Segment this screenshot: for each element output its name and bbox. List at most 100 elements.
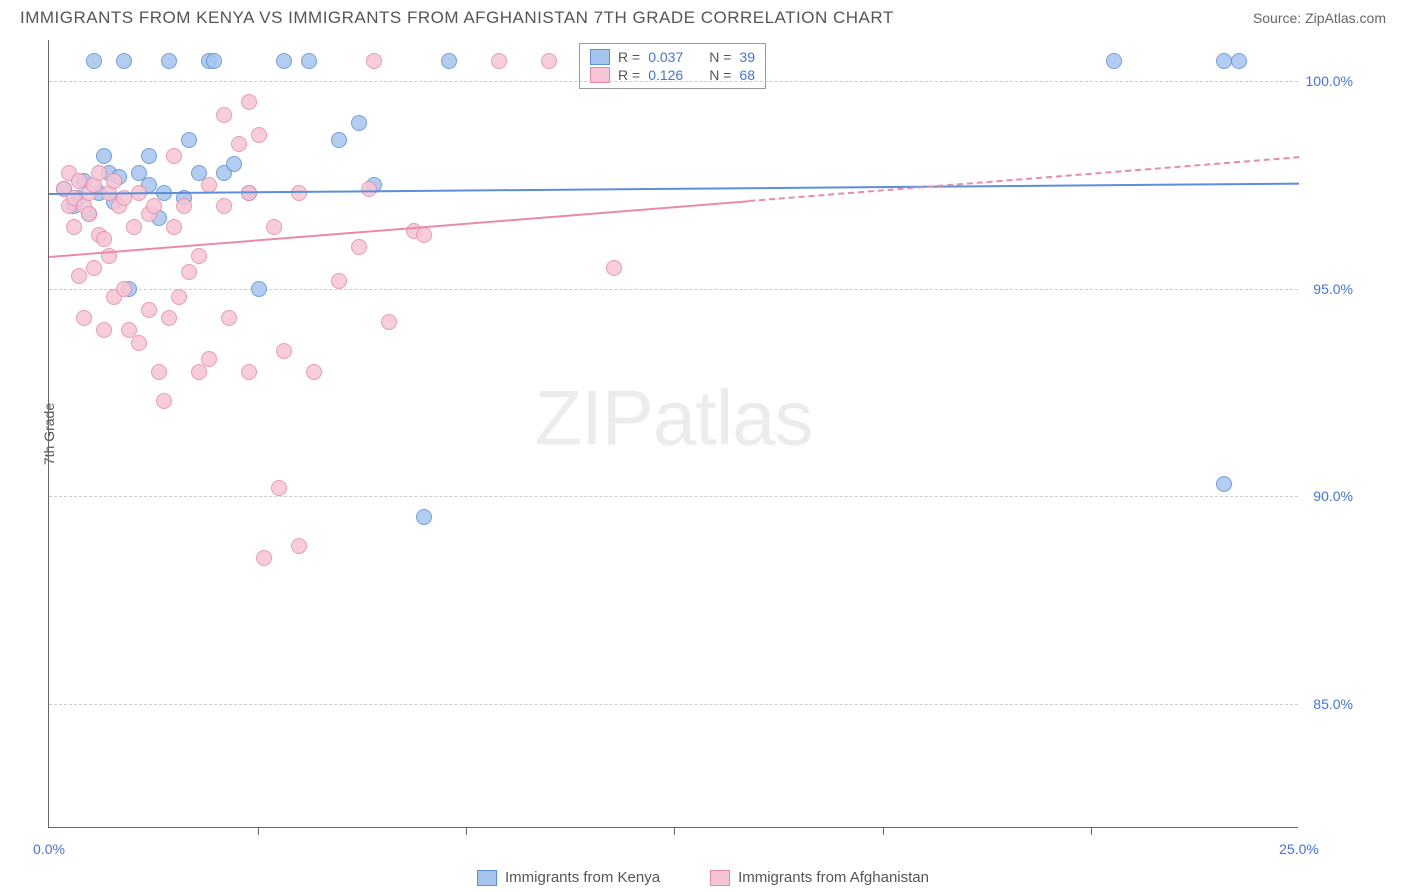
- data-point-afghanistan: [126, 219, 142, 235]
- data-point-kenya: [301, 53, 317, 69]
- data-point-afghanistan: [171, 289, 187, 305]
- trend-line: [49, 183, 1299, 195]
- data-point-afghanistan: [366, 53, 382, 69]
- data-point-afghanistan: [81, 206, 97, 222]
- data-point-kenya: [1216, 476, 1232, 492]
- data-point-afghanistan: [71, 268, 87, 284]
- data-point-afghanistan: [231, 136, 247, 152]
- data-point-kenya: [116, 53, 132, 69]
- data-point-afghanistan: [91, 165, 107, 181]
- data-point-kenya: [96, 148, 112, 164]
- chart-title: IMMIGRANTS FROM KENYA VS IMMIGRANTS FROM…: [20, 8, 894, 28]
- data-point-afghanistan: [106, 173, 122, 189]
- data-point-afghanistan: [96, 322, 112, 338]
- data-point-afghanistan: [116, 281, 132, 297]
- data-point-afghanistan: [491, 53, 507, 69]
- data-point-kenya: [181, 132, 197, 148]
- data-point-kenya: [86, 53, 102, 69]
- data-point-kenya: [276, 53, 292, 69]
- data-point-afghanistan: [241, 94, 257, 110]
- x-tick: [466, 827, 467, 835]
- gridline: [49, 81, 1298, 82]
- data-point-afghanistan: [161, 310, 177, 326]
- gridline: [49, 496, 1298, 497]
- data-point-kenya: [141, 148, 157, 164]
- data-point-afghanistan: [146, 198, 162, 214]
- data-point-afghanistan: [76, 310, 92, 326]
- data-point-kenya: [1231, 53, 1247, 69]
- legend-swatch: [477, 870, 497, 886]
- data-point-kenya: [1106, 53, 1122, 69]
- data-point-kenya: [226, 156, 242, 172]
- x-tick: [1091, 827, 1092, 835]
- source-label: Source: ZipAtlas.com: [1253, 10, 1386, 26]
- r-value: 0.037: [648, 49, 683, 65]
- y-tick-label: 100.0%: [1306, 73, 1353, 89]
- data-point-afghanistan: [181, 264, 197, 280]
- x-tick: [674, 827, 675, 835]
- data-point-kenya: [251, 281, 267, 297]
- x-tick-label: 0.0%: [33, 841, 65, 857]
- data-point-kenya: [416, 509, 432, 525]
- data-point-afghanistan: [291, 538, 307, 554]
- data-point-kenya: [161, 53, 177, 69]
- x-tick: [258, 827, 259, 835]
- y-tick-label: 90.0%: [1313, 488, 1353, 504]
- trend-line: [749, 156, 1299, 202]
- legend-label: Immigrants from Kenya: [505, 869, 660, 886]
- data-point-afghanistan: [541, 53, 557, 69]
- data-point-afghanistan: [241, 185, 257, 201]
- data-point-afghanistan: [266, 219, 282, 235]
- data-point-afghanistan: [251, 127, 267, 143]
- legend-row: R = 0.037 N = 39: [590, 48, 755, 66]
- scatter-chart: 7th Grade ZIPatlas R =0.037N =39R = 0.12…: [48, 40, 1358, 828]
- y-tick-label: 85.0%: [1313, 696, 1353, 712]
- data-point-afghanistan: [271, 480, 287, 496]
- data-point-afghanistan: [306, 364, 322, 380]
- data-point-afghanistan: [201, 351, 217, 367]
- data-point-afghanistan: [156, 393, 172, 409]
- data-point-afghanistan: [276, 343, 292, 359]
- data-point-afghanistan: [216, 107, 232, 123]
- r-label: R =: [618, 49, 640, 65]
- data-point-afghanistan: [416, 227, 432, 243]
- data-point-afghanistan: [381, 314, 397, 330]
- data-point-afghanistan: [176, 198, 192, 214]
- data-point-afghanistan: [256, 550, 272, 566]
- data-point-afghanistan: [351, 239, 367, 255]
- n-label: N =: [709, 49, 731, 65]
- legend-swatch: [590, 49, 610, 65]
- data-point-kenya: [351, 115, 367, 131]
- data-point-kenya: [441, 53, 457, 69]
- data-point-afghanistan: [606, 260, 622, 276]
- gridline: [49, 289, 1298, 290]
- data-point-afghanistan: [66, 219, 82, 235]
- data-point-afghanistan: [151, 364, 167, 380]
- data-point-kenya: [331, 132, 347, 148]
- data-point-kenya: [206, 53, 222, 69]
- data-point-afghanistan: [216, 198, 232, 214]
- data-point-afghanistan: [86, 260, 102, 276]
- x-tick: [883, 827, 884, 835]
- y-tick-label: 95.0%: [1313, 281, 1353, 297]
- data-point-afghanistan: [191, 248, 207, 264]
- data-point-afghanistan: [141, 302, 157, 318]
- legend-item-kenya: Immigrants from Kenya: [477, 869, 660, 886]
- data-point-kenya: [1216, 53, 1232, 69]
- legend-label: Immigrants from Afghanistan: [738, 869, 929, 886]
- x-tick-label: 25.0%: [1279, 841, 1319, 857]
- title-bar: IMMIGRANTS FROM KENYA VS IMMIGRANTS FROM…: [0, 0, 1406, 32]
- gridline: [49, 704, 1298, 705]
- data-point-afghanistan: [96, 231, 112, 247]
- legend-swatch: [710, 870, 730, 886]
- plot-area: ZIPatlas R =0.037N =39R = 0.126N =68 85.…: [48, 40, 1298, 828]
- data-point-afghanistan: [166, 148, 182, 164]
- legend-item-afghanistan: Immigrants from Afghanistan: [710, 869, 929, 886]
- data-point-afghanistan: [221, 310, 237, 326]
- series-legend: Immigrants from Kenya Immigrants from Afg…: [0, 869, 1406, 886]
- data-point-afghanistan: [166, 219, 182, 235]
- data-point-afghanistan: [241, 364, 257, 380]
- watermark: ZIPatlas: [534, 372, 812, 463]
- n-value: 39: [739, 49, 755, 65]
- data-point-afghanistan: [291, 185, 307, 201]
